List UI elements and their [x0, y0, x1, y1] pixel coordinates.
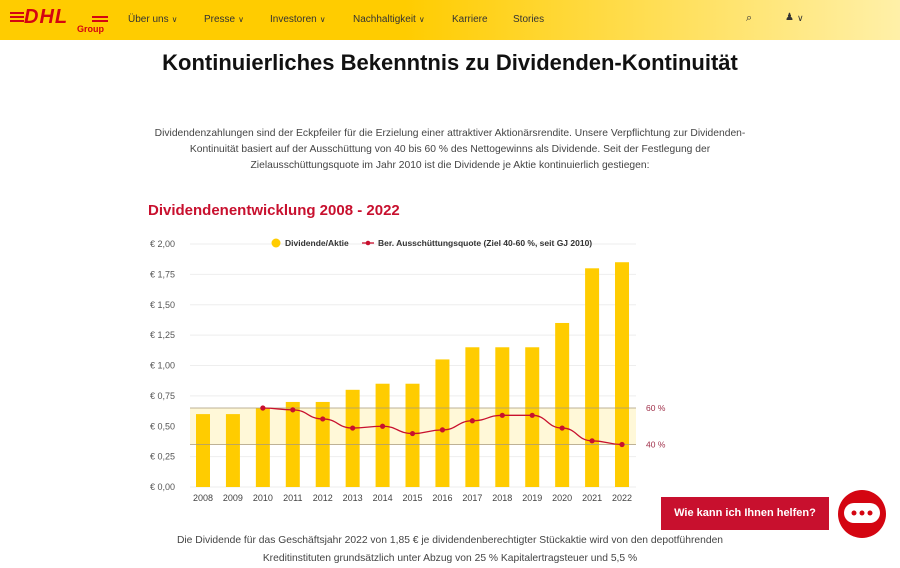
chat-help-button[interactable]: Wie kann ich Ihnen helfen?	[661, 497, 829, 530]
target-label: 60 %	[646, 403, 666, 413]
ratio-point	[499, 412, 505, 418]
nav-item-5[interactable]: Stories	[513, 14, 545, 25]
x-tick-label: 2011	[283, 493, 302, 503]
legend-bar-marker	[271, 238, 281, 248]
ratio-point	[529, 412, 535, 418]
y-tick-label: € 0,00	[150, 482, 175, 492]
bar-2016	[435, 359, 450, 487]
nav-item-0[interactable]: Über uns ∨	[128, 14, 178, 25]
ratio-point	[439, 427, 446, 433]
chevron-down-icon: ∨	[238, 15, 244, 24]
nav-item-1[interactable]: Presse ∨	[204, 14, 244, 25]
footer-text: Die Dividende für das Geschäftsjahr 2022…	[176, 535, 724, 564]
y-tick-label: € 1,75	[150, 269, 175, 279]
y-tick-label: € 0,50	[150, 421, 175, 431]
search-icon[interactable]: ⌕	[746, 12, 753, 24]
ratio-point	[350, 425, 356, 431]
x-tick-label: 2009	[223, 493, 243, 503]
ratio-point	[619, 441, 625, 448]
y-tick-label: € 1,00	[150, 361, 175, 371]
x-tick-label: 2010	[253, 493, 273, 503]
ratio-point	[379, 423, 386, 429]
chevron-down-icon[interactable]: ∨	[797, 13, 804, 23]
x-tick-label: 2013	[343, 493, 363, 503]
legend-bar-label: Dividende/Aktie	[285, 238, 349, 248]
nav-item-2[interactable]: Investoren ∨	[270, 14, 326, 25]
y-tick-label: € 1,25	[150, 330, 175, 340]
ratio-point	[589, 438, 595, 444]
x-tick-label: 2017	[462, 493, 482, 503]
x-tick-label: 2014	[373, 493, 393, 503]
bar-2008	[196, 414, 210, 487]
nav-item-3[interactable]: Nachhaltigkeit ∨	[353, 14, 425, 25]
chat-bubble-button[interactable]	[838, 490, 886, 538]
ratio-point	[409, 430, 416, 437]
target-label: 40 %	[646, 439, 666, 449]
intro-text: Dividendenzahlungen sind der Eckpfeiler …	[154, 128, 746, 171]
bar-2009	[225, 414, 240, 487]
x-tick-label: 2018	[492, 493, 512, 503]
section-title: Dividendenentwicklung 2008 - 2022	[148, 202, 400, 219]
chevron-down-icon: ∨	[418, 15, 425, 24]
x-tick-label: 2008	[193, 493, 213, 503]
ratio-point	[290, 407, 296, 413]
header: DHL Group Über uns ∨ Presse ∨ Investoren ∨ Nach…	[0, 0, 900, 40]
bar-2010	[255, 408, 270, 487]
y-tick-label: € 1,50	[150, 300, 175, 310]
legend-line-label: Ber. Ausschüttungsquote (Ziel 40-60 %, s…	[378, 238, 592, 248]
user-icon[interactable]: ♟	[785, 12, 794, 23]
ratio-point	[260, 405, 266, 411]
bar-2017	[465, 347, 480, 487]
ratio-point	[320, 416, 326, 422]
bar-2014	[375, 383, 390, 487]
bar-2020	[555, 322, 570, 487]
nav-item-4[interactable]: Karriere	[452, 14, 488, 25]
ratio-point	[559, 425, 565, 431]
y-tick-label: € 0,25	[150, 452, 175, 462]
chevron-down-icon: ∨	[171, 15, 178, 24]
bar-2013	[345, 389, 360, 487]
chevron-down-icon: ∨	[319, 15, 326, 24]
x-tick-label: 2012	[313, 493, 333, 503]
ratio-point	[469, 418, 475, 424]
legend-line-dot	[365, 240, 371, 246]
x-tick-label: 2019	[522, 493, 542, 503]
x-tick-label: 2022	[612, 493, 632, 503]
x-tick-label: 2016	[432, 493, 452, 503]
x-tick-label: 2021	[582, 493, 602, 503]
x-tick-label: 2015	[402, 493, 422, 503]
y-tick-label: € 2,00	[150, 239, 175, 249]
y-tick-label: € 0,75	[150, 391, 175, 401]
page-title: Kontinuierliches Bekenntnis zu Dividende…	[162, 50, 738, 75]
dhl-logo[interactable]: DHL Group	[10, 6, 110, 36]
bar-2022	[615, 262, 630, 487]
x-tick-label: 2020	[552, 493, 572, 503]
bar-2021	[585, 268, 600, 487]
